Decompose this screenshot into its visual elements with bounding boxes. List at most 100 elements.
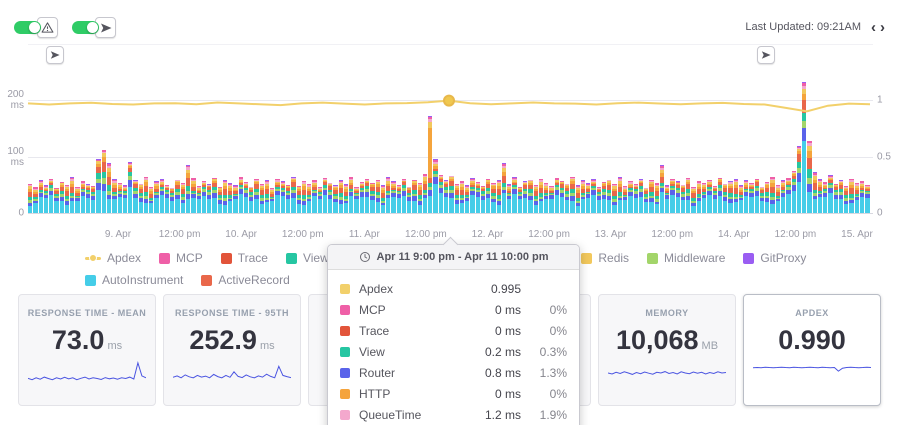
stacked-bar[interactable] bbox=[496, 180, 501, 213]
stacked-bar[interactable] bbox=[386, 177, 391, 213]
stacked-bar[interactable] bbox=[101, 149, 106, 213]
chevron-right-icon[interactable]: › bbox=[880, 18, 885, 36]
stacked-bar[interactable] bbox=[117, 182, 122, 213]
stacked-bar[interactable] bbox=[533, 184, 538, 213]
stacked-bar[interactable] bbox=[665, 185, 670, 213]
stacked-bar[interactable] bbox=[765, 181, 770, 213]
stacked-bar[interactable] bbox=[349, 176, 354, 213]
stacked-bar[interactable] bbox=[633, 183, 638, 213]
stacked-bar[interactable] bbox=[407, 186, 412, 213]
stacked-bar[interactable] bbox=[512, 177, 517, 213]
stacked-bar[interactable] bbox=[491, 183, 496, 213]
chevron-left-icon[interactable]: ‹ bbox=[871, 18, 876, 36]
stacked-bar[interactable] bbox=[796, 146, 802, 213]
stacked-bar[interactable] bbox=[623, 185, 628, 213]
stacked-bar[interactable] bbox=[686, 178, 691, 213]
stacked-bar[interactable] bbox=[154, 181, 159, 213]
stacked-bar[interactable] bbox=[365, 179, 370, 213]
stacked-bar[interactable] bbox=[854, 182, 859, 213]
stacked-bar[interactable] bbox=[343, 184, 349, 213]
stacked-bar[interactable] bbox=[759, 186, 765, 213]
stacked-bar[interactable] bbox=[33, 187, 38, 213]
stacked-bar[interactable] bbox=[601, 181, 607, 213]
stacked-bar[interactable] bbox=[470, 178, 475, 213]
stacked-bar[interactable] bbox=[812, 172, 817, 213]
stacked-bar[interactable] bbox=[675, 181, 680, 213]
stacked-bar[interactable] bbox=[112, 179, 117, 213]
stacked-bar[interactable] bbox=[549, 185, 554, 213]
stacked-bar[interactable] bbox=[201, 180, 207, 213]
stacked-bar[interactable] bbox=[728, 181, 733, 213]
stacked-bar[interactable] bbox=[64, 184, 70, 213]
stacked-bar[interactable] bbox=[333, 185, 338, 213]
stacked-bar[interactable] bbox=[191, 178, 196, 213]
stacked-bar[interactable] bbox=[396, 184, 401, 213]
stacked-bar[interactable] bbox=[712, 185, 717, 213]
stacked-bar[interactable] bbox=[707, 179, 712, 213]
stacked-bar[interactable] bbox=[207, 184, 212, 213]
stacked-bar[interactable] bbox=[370, 183, 375, 213]
stacked-bar[interactable] bbox=[159, 179, 164, 213]
stacked-bar[interactable] bbox=[296, 185, 301, 213]
legend-item-activerecord[interactable]: ActiveRecord bbox=[201, 273, 290, 287]
stacked-bar[interactable] bbox=[580, 180, 586, 213]
stacked-bar[interactable] bbox=[575, 185, 580, 213]
stacked-bar[interactable] bbox=[91, 185, 96, 213]
stacked-bar[interactable] bbox=[780, 180, 786, 213]
stacked-bar[interactable] bbox=[638, 179, 644, 213]
stacked-bar[interactable] bbox=[54, 188, 59, 213]
stacked-bar[interactable] bbox=[696, 180, 701, 213]
stacked-bar[interactable] bbox=[38, 180, 43, 213]
stacked-bar[interactable] bbox=[749, 183, 754, 213]
stacked-bar[interactable] bbox=[670, 178, 675, 213]
stacked-bar[interactable] bbox=[865, 184, 870, 213]
stacked-bar[interactable] bbox=[770, 176, 775, 213]
stacked-bar[interactable] bbox=[249, 186, 254, 213]
stacked-bar[interactable] bbox=[433, 159, 438, 213]
stacked-bar[interactable] bbox=[264, 180, 270, 213]
stacked-bar[interactable] bbox=[85, 184, 91, 213]
stacked-bar[interactable] bbox=[612, 184, 617, 213]
alerts-toggle[interactable] bbox=[14, 21, 41, 34]
stacked-bar[interactable] bbox=[275, 178, 280, 213]
stacked-bar[interactable] bbox=[307, 183, 312, 213]
stacked-bar[interactable] bbox=[754, 178, 759, 213]
stacked-bar[interactable] bbox=[338, 180, 343, 213]
stacked-bar[interactable] bbox=[591, 179, 596, 213]
stacked-bar[interactable] bbox=[70, 177, 75, 213]
stacked-bar[interactable] bbox=[233, 185, 238, 213]
stacked-bar[interactable] bbox=[649, 180, 654, 213]
legend-item-autoinstrument[interactable]: AutoInstrument bbox=[85, 273, 183, 287]
stacked-bar[interactable] bbox=[180, 183, 185, 213]
stacked-bar[interactable] bbox=[254, 179, 259, 213]
stacked-bar[interactable] bbox=[449, 175, 454, 213]
stacked-bar[interactable] bbox=[480, 185, 486, 213]
stacked-bar[interactable] bbox=[738, 185, 744, 213]
stacked-bar[interactable] bbox=[691, 186, 696, 213]
stacked-bar[interactable] bbox=[143, 176, 149, 213]
stacked-bar[interactable] bbox=[164, 184, 170, 213]
stacked-bar[interactable] bbox=[717, 177, 723, 213]
legend-item-mcp[interactable]: MCP bbox=[159, 251, 203, 265]
stacked-bar[interactable] bbox=[122, 185, 128, 213]
stacked-bar[interactable] bbox=[259, 183, 264, 213]
stacked-bar[interactable] bbox=[438, 174, 443, 213]
stacked-bar[interactable] bbox=[80, 180, 85, 213]
stacked-bar[interactable] bbox=[744, 180, 749, 213]
stacked-bar[interactable] bbox=[849, 178, 854, 213]
legend-item-view[interactable]: View bbox=[285, 251, 329, 265]
stacked-bar[interactable] bbox=[128, 162, 133, 213]
stacked-bar[interactable] bbox=[43, 185, 49, 213]
card-response-time-95th[interactable]: RESPONSE TIME - 95TH 252.9 ms bbox=[163, 294, 301, 406]
stacked-bar[interactable] bbox=[412, 179, 417, 213]
stacked-bar[interactable] bbox=[654, 183, 659, 213]
stacked-bar[interactable] bbox=[544, 182, 549, 213]
deploys-toggle[interactable] bbox=[72, 21, 99, 34]
stacked-bar[interactable] bbox=[291, 177, 296, 213]
stacked-bar[interactable] bbox=[844, 185, 849, 213]
stacked-bar[interactable] bbox=[175, 179, 180, 213]
stacked-bar[interactable] bbox=[586, 183, 591, 213]
stacked-bar[interactable] bbox=[517, 186, 522, 213]
stacked-bar[interactable] bbox=[212, 178, 217, 213]
deploys-button[interactable] bbox=[95, 17, 116, 38]
